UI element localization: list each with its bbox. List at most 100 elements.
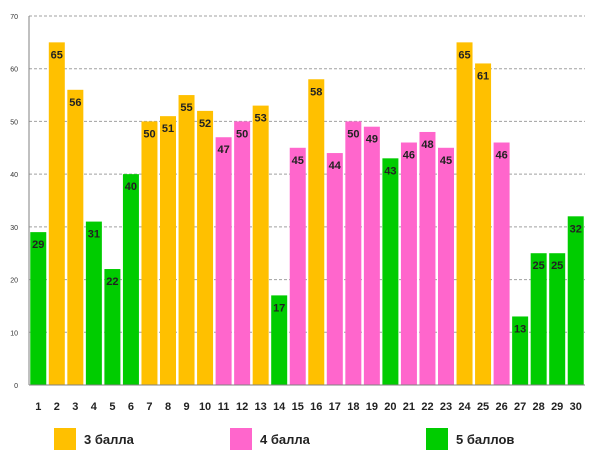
bar xyxy=(512,316,529,385)
data-label: 31 xyxy=(88,229,100,241)
x-tick-label: 28 xyxy=(533,401,545,413)
bar xyxy=(122,174,139,385)
legend-swatch-3-balla xyxy=(54,428,76,450)
x-tick-label: 19 xyxy=(366,401,378,413)
x-tick-label: 14 xyxy=(273,401,286,413)
legend-label-4-balla: 4 балла xyxy=(260,431,310,447)
data-label: 50 xyxy=(143,128,155,140)
y-tick-label: 40 xyxy=(10,172,18,179)
x-tick-label: 12 xyxy=(236,401,248,413)
bar xyxy=(234,121,251,385)
x-tick-label: 3 xyxy=(72,401,78,413)
x-tick-label: 9 xyxy=(183,401,189,413)
x-tick-label: 23 xyxy=(440,401,452,413)
bar xyxy=(215,137,232,385)
bar xyxy=(475,63,492,385)
data-label: 45 xyxy=(440,155,452,167)
bar xyxy=(530,253,547,385)
data-label: 61 xyxy=(477,70,489,82)
data-label: 43 xyxy=(384,165,396,177)
x-tick-label: 30 xyxy=(570,401,582,413)
bar xyxy=(549,253,566,385)
data-label: 22 xyxy=(106,276,118,288)
x-tick-label: 8 xyxy=(165,401,171,413)
bar xyxy=(178,95,195,386)
x-tick-label: 7 xyxy=(146,401,152,413)
x-tick-label: 4 xyxy=(91,401,98,413)
legend-label-3-balla: 3 балла xyxy=(84,431,134,447)
data-label: 65 xyxy=(458,49,470,61)
data-label: 51 xyxy=(162,123,174,135)
x-tick-label: 18 xyxy=(347,401,359,413)
legend-swatch-5-ballov xyxy=(426,428,448,450)
data-label: 65 xyxy=(51,49,63,61)
data-label: 53 xyxy=(255,113,267,125)
bar xyxy=(400,142,417,385)
y-tick-label: 50 xyxy=(10,119,18,126)
bar xyxy=(382,158,399,385)
x-tick-label: 29 xyxy=(551,401,563,413)
bar xyxy=(419,131,436,385)
data-label: 56 xyxy=(69,97,81,109)
x-tick-label: 17 xyxy=(329,401,341,413)
data-label: 50 xyxy=(347,128,359,140)
y-tick-label: 60 xyxy=(10,67,18,74)
data-label: 17 xyxy=(273,302,285,314)
data-label: 52 xyxy=(199,118,211,130)
bar xyxy=(85,221,102,385)
data-label: 55 xyxy=(180,102,192,114)
x-tick-label: 6 xyxy=(128,401,134,413)
x-tick-label: 1 xyxy=(35,401,41,413)
y-tick-label: 10 xyxy=(10,330,18,337)
bar xyxy=(48,42,65,385)
y-tick-label: 0 xyxy=(14,383,18,390)
bar xyxy=(30,232,47,385)
x-tick-label: 27 xyxy=(514,401,526,413)
bar xyxy=(289,147,306,385)
data-label: 45 xyxy=(292,155,304,167)
bar xyxy=(345,121,362,385)
data-label: 44 xyxy=(329,160,342,172)
data-labels: 29 65 56 31 22 40 50 51 55 52 47 50 53 17 45 58 44 50 49 43… xyxy=(32,49,582,335)
data-label: 25 xyxy=(551,260,563,272)
x-tick-label: 21 xyxy=(403,401,415,413)
bar xyxy=(567,216,584,385)
bar xyxy=(197,110,214,385)
x-tick-label: 24 xyxy=(458,401,471,413)
x-tick-label: 22 xyxy=(421,401,433,413)
x-tick-label: 2 xyxy=(54,401,60,413)
bar xyxy=(326,153,343,385)
legend-item-4-balla: 4 балла xyxy=(230,428,310,450)
bar xyxy=(104,269,121,385)
data-label: 58 xyxy=(310,86,322,98)
legend-swatch-4-balla xyxy=(230,428,252,450)
bar xyxy=(141,121,158,385)
data-label: 32 xyxy=(570,223,582,235)
x-tick-label: 15 xyxy=(292,401,304,413)
x-tick-label: 20 xyxy=(384,401,396,413)
y-tick-label: 70 xyxy=(10,14,18,21)
y-tick-label: 20 xyxy=(10,278,18,285)
grid-lines xyxy=(29,15,585,333)
data-label: 13 xyxy=(514,323,526,335)
bars xyxy=(30,42,584,386)
data-label: 49 xyxy=(366,134,378,146)
data-label: 47 xyxy=(217,144,229,156)
bar xyxy=(252,105,269,385)
x-tick-label: 13 xyxy=(255,401,267,413)
y-axis-tick-labels: 0 10 20 30 40 50 60 70 xyxy=(10,14,18,390)
data-label: 50 xyxy=(236,128,248,140)
bar xyxy=(160,116,176,386)
legend-label-5-ballov: 5 баллов xyxy=(456,431,515,447)
data-label: 40 xyxy=(125,181,137,193)
data-label: 46 xyxy=(495,150,507,162)
bar xyxy=(271,295,288,385)
legend-item-5-ballov: 5 баллов xyxy=(426,428,514,450)
data-label: 46 xyxy=(403,150,415,162)
x-tick-label: 26 xyxy=(495,401,507,413)
data-label: 29 xyxy=(32,239,44,251)
bar xyxy=(363,126,380,385)
x-tick-label: 25 xyxy=(477,401,489,413)
bar xyxy=(493,142,510,385)
